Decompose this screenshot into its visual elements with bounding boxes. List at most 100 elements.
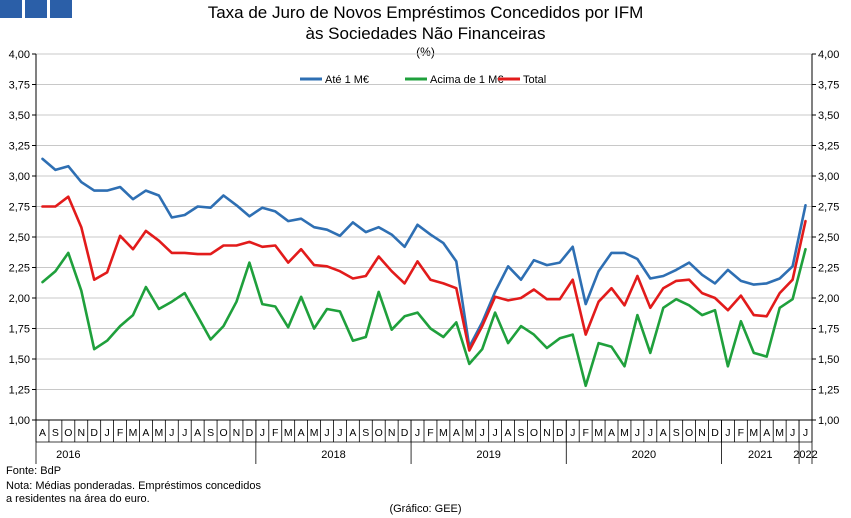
x-year-label: 2016: [56, 449, 80, 461]
x-month-label: A: [505, 427, 512, 439]
x-month-label: D: [711, 427, 719, 439]
source-note: Fonte: BdP: [6, 465, 62, 477]
x-month-label: J: [337, 427, 342, 439]
x-month-label: M: [310, 427, 319, 439]
series-line: [41, 195, 807, 352]
x-month-label: O: [375, 427, 383, 439]
series-line: [41, 157, 807, 349]
y-tick-label-right: 1,50: [818, 354, 839, 366]
x-year-label: 2021: [748, 449, 772, 461]
x-month-label: M: [439, 427, 448, 439]
y-tick-label-right: 3,50: [818, 110, 839, 122]
x-month-label: J: [324, 427, 329, 439]
x-month-label: J: [105, 427, 110, 439]
logo-block: [25, 0, 47, 18]
x-month-label: A: [349, 427, 356, 439]
y-tick-label-left: 3,25: [9, 141, 30, 153]
x-month-label: A: [194, 427, 201, 439]
x-month-label: O: [685, 427, 693, 439]
x-month-label: A: [39, 427, 46, 439]
x-month-label: S: [52, 427, 59, 439]
y-tick-label-left: 3,00: [9, 171, 30, 183]
x-month-label: O: [219, 427, 227, 439]
x-month-label: F: [427, 427, 433, 439]
series-line: [41, 247, 807, 388]
y-tick-label-left: 1,00: [9, 415, 30, 427]
y-tick-label-left: 1,75: [9, 324, 30, 336]
x-month-label: N: [388, 427, 396, 439]
x-month-label: M: [154, 427, 163, 439]
x-month-label: D: [401, 427, 409, 439]
x-month-label: J: [725, 427, 730, 439]
x-month-label: F: [738, 427, 744, 439]
y-tick-label-left: 3,75: [9, 80, 30, 92]
y-tick-label-left: 2,50: [9, 232, 30, 244]
x-month-label: M: [284, 427, 293, 439]
x-month-label: A: [453, 427, 460, 439]
y-tick-label-right: 2,50: [818, 232, 839, 244]
y-tick-label-right: 1,75: [818, 324, 839, 336]
chart-unit: (%): [416, 45, 435, 59]
y-tick-label-left: 1,25: [9, 385, 30, 397]
x-month-label: J: [182, 427, 187, 439]
y-tick-label-left: 4,00: [9, 49, 30, 61]
x-month-label: N: [77, 427, 85, 439]
x-month-label: J: [570, 427, 575, 439]
chart-credit: (Gráfico: GEE): [389, 503, 462, 515]
y-tick-label-right: 2,00: [818, 293, 839, 305]
y-tick-label-left: 3,50: [9, 110, 30, 122]
x-month-label: A: [763, 427, 770, 439]
x-month-label: J: [648, 427, 653, 439]
x-month-label: S: [517, 427, 524, 439]
legend-label: Total: [523, 74, 546, 86]
y-tick-label-left: 2,75: [9, 202, 30, 214]
x-month-label: M: [465, 427, 474, 439]
y-tick-label-left: 2,25: [9, 263, 30, 275]
y-tick-label-right: 4,00: [818, 49, 839, 61]
brand-logo: [0, 0, 72, 18]
x-month-label: J: [260, 427, 265, 439]
x-month-label: J: [803, 427, 808, 439]
x-month-label: D: [90, 427, 98, 439]
x-month-label: O: [64, 427, 72, 439]
x-month-label: J: [790, 427, 795, 439]
logo-block: [50, 0, 72, 18]
footnote-line1: Nota: Médias ponderadas. Empréstimos con…: [6, 480, 261, 492]
x-month-label: M: [129, 427, 138, 439]
legend-label: Até 1 M€: [325, 74, 369, 86]
y-tick-label-right: 1,25: [818, 385, 839, 397]
x-month-label: J: [169, 427, 174, 439]
y-tick-label-right: 3,00: [818, 171, 839, 183]
x-month-label: S: [207, 427, 214, 439]
x-month-label: A: [142, 427, 149, 439]
y-tick-label-left: 1,50: [9, 354, 30, 366]
footnote-line2: a residentes na área do euro.: [6, 493, 150, 505]
x-month-label: A: [608, 427, 615, 439]
y-tick-label-right: 2,75: [818, 202, 839, 214]
x-month-label: F: [272, 427, 278, 439]
x-month-label: N: [543, 427, 551, 439]
chart-title-line2: às Sociedades Não Financeiras: [305, 24, 546, 43]
x-month-label: N: [698, 427, 706, 439]
y-tick-label-right: 3,25: [818, 141, 839, 153]
x-month-label: M: [620, 427, 629, 439]
x-month-label: O: [530, 427, 538, 439]
x-month-label: M: [594, 427, 603, 439]
x-year-label: 2018: [321, 449, 345, 461]
y-tick-label-right: 2,25: [818, 263, 839, 275]
x-month-label: A: [298, 427, 305, 439]
x-year-label: 2020: [632, 449, 656, 461]
y-tick-label-left: 2,00: [9, 293, 30, 305]
x-month-label: D: [246, 427, 254, 439]
x-month-label: J: [635, 427, 640, 439]
y-tick-label-right: 1,00: [818, 415, 839, 427]
x-month-label: F: [582, 427, 588, 439]
x-month-label: S: [362, 427, 369, 439]
x-month-label: N: [233, 427, 241, 439]
x-month-label: S: [673, 427, 680, 439]
x-month-label: M: [749, 427, 758, 439]
x-month-label: J: [415, 427, 420, 439]
x-month-label: D: [556, 427, 564, 439]
x-month-label: M: [775, 427, 784, 439]
